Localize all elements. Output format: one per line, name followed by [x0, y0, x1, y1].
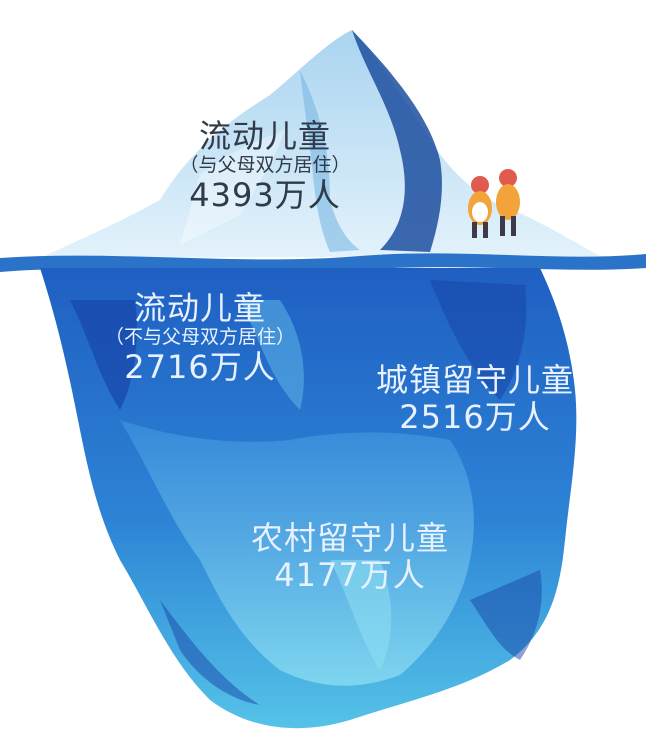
label-value: 2516万人 — [399, 397, 551, 436]
label-subtitle: （与父母双方居住） — [179, 153, 351, 176]
iceberg-submerged — [40, 268, 577, 729]
label-migrant-children-without-parents: 流动儿童 （不与父母双方居住） 2716万人 — [50, 290, 350, 385]
label-title: 农村留守儿童 — [250, 519, 449, 557]
label-value: 4177万人 — [274, 555, 426, 594]
label-value: 2716万人 — [124, 347, 276, 386]
label-title: 流动儿童 — [198, 117, 331, 155]
label-subtitle: （不与父母双方居住） — [104, 325, 295, 348]
label-migrant-children-with-parents: 流动儿童 （与父母双方居住） 4393万人 — [115, 118, 415, 213]
iceberg-tip — [40, 30, 600, 258]
label-title: 城镇留守儿童 — [375, 361, 574, 399]
label-value: 4393万人 — [189, 175, 341, 214]
children-figures-icon — [468, 169, 520, 238]
label-rural-left-behind-children: 农村留守儿童 4177万人 — [220, 520, 480, 594]
label-title: 流动儿童 — [133, 289, 266, 327]
label-urban-left-behind-children: 城镇留守儿童 2516万人 — [345, 362, 605, 436]
